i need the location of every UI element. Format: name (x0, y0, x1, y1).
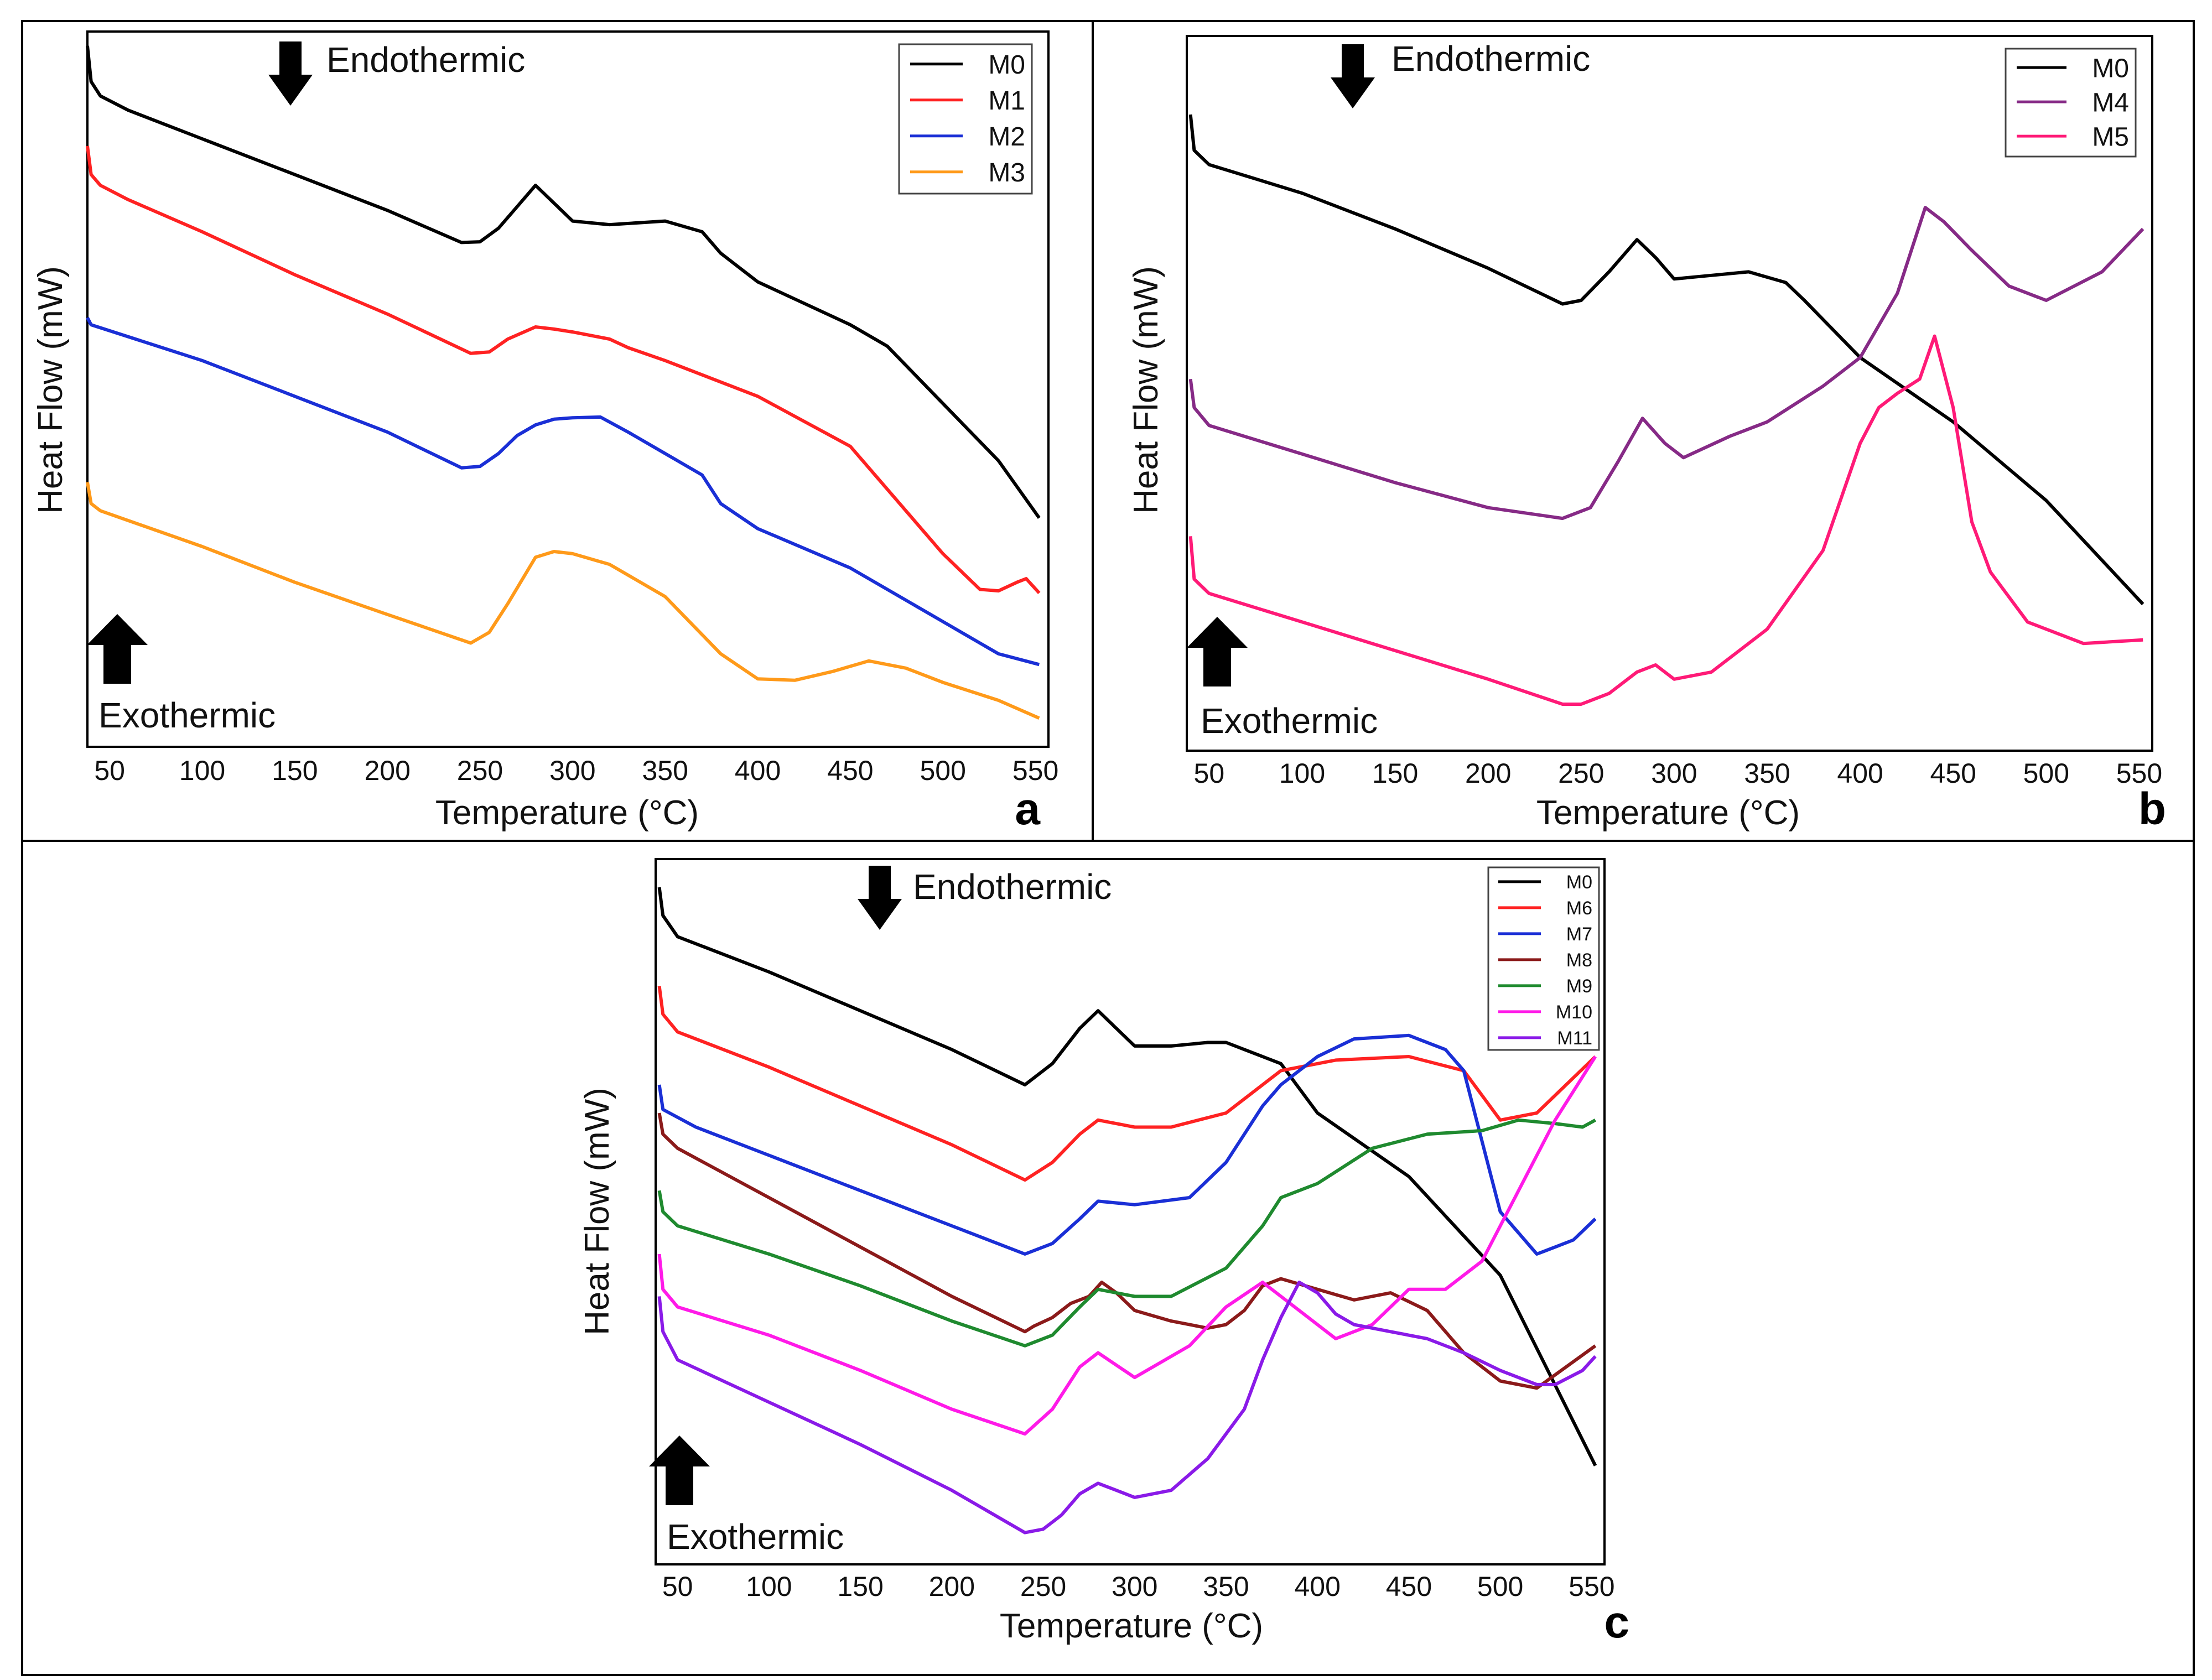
exothermic-arrow-icon (1187, 617, 1248, 686)
legend-entry-m1: M1 (988, 86, 1025, 116)
endothermic-label-a: Endothermic (326, 40, 525, 80)
x-tick-label-c: 350 (1203, 1571, 1249, 1602)
x-tick-label-b: 50 (1194, 758, 1225, 789)
x-tick-label-b: 200 (1465, 758, 1511, 789)
legend-entry-m0: M0 (988, 50, 1025, 80)
x-tick-label-a: 50 (94, 755, 125, 786)
x-tick-label-b: 550 (2116, 758, 2162, 789)
outer-border (21, 20, 2195, 1676)
legend-entry-m10: M10 (1556, 1002, 1592, 1023)
x-axis-label-a: Temperature (°C) (435, 794, 699, 832)
panel-letter-c: c (1604, 1597, 1629, 1647)
exothermic-label-c: Exothermic (667, 1517, 844, 1557)
legend-entry-m8: M8 (1566, 950, 1592, 971)
x-tick-label-b: 100 (1279, 758, 1325, 789)
x-tick-label-a: 400 (735, 755, 781, 786)
legend-entry-m6: M6 (1566, 898, 1592, 919)
x-tick-label-c: 550 (1569, 1571, 1614, 1602)
x-tick-label-a: 250 (457, 755, 503, 786)
x-tick-label-c: 400 (1294, 1571, 1340, 1602)
legend-entry-m2: M2 (988, 122, 1025, 152)
legend-entry-m0: M0 (2092, 54, 2129, 83)
panels: 50 100 150 200 250 300 350 400 450 500 550 Temperat… (32, 30, 2166, 1647)
panel-letter-a: a (1015, 784, 1041, 834)
legend-a: M0 M1 M2 M3 (898, 43, 1033, 195)
chart-panel-b: 50 100 150 200 250 300 350 400 450 500 550 Temperat… (1127, 35, 2166, 834)
x-tick-label-a: 550 (1012, 755, 1058, 786)
legend-entry-m7: M7 (1566, 924, 1592, 945)
x-tick-label-b: 300 (1651, 758, 1697, 789)
plot-frame-b (1186, 35, 2153, 752)
x-tick-label-c: 500 (1477, 1571, 1523, 1602)
x-axis-label-b: Temperature (°C) (1536, 794, 1800, 832)
series-line-c-m8 (657, 1112, 1597, 1390)
series-line-a-m0 (86, 45, 1041, 519)
x-tick-label-a: 450 (827, 755, 873, 786)
x-tick-label-a: 100 (179, 755, 225, 786)
chart-panel-a: 50 100 150 200 250 300 350 400 450 500 550 Temperat… (32, 30, 1058, 834)
series-line-c-m9 (657, 1118, 1596, 1348)
exothermic-arrow-icon (87, 614, 148, 684)
series-line-c-m11 (657, 1281, 1597, 1535)
endothermic-arrow-icon (268, 41, 313, 106)
x-tick-label-b: 250 (1558, 758, 1604, 789)
x-tick-label-a: 300 (549, 755, 595, 786)
x-tick-label-c: 100 (746, 1571, 792, 1602)
x-tick-label-b: 150 (1372, 758, 1418, 789)
panel-letter-b: b (2138, 784, 2166, 834)
legend-entry-m0: M0 (1566, 872, 1592, 893)
chart-panel-c: 50 100 150 200 250 300 350 400 450 500 550 Temperat… (578, 858, 1629, 1647)
series-line-b-m5 (1188, 334, 2143, 706)
x-tick-label-b: 450 (1930, 758, 1976, 789)
series-line-a-m3 (86, 482, 1040, 720)
exothermic-arrow-icon (649, 1435, 710, 1505)
y-axis-label-b: Heat Flow (mW) (1127, 266, 1165, 514)
x-tick-label-a: 150 (272, 755, 318, 786)
series-line-b-m4 (1188, 206, 2145, 521)
x-tick-label-c: 300 (1112, 1571, 1157, 1602)
legend-entry-m3: M3 (988, 158, 1025, 188)
x-tick-label-a: 200 (364, 755, 410, 786)
series-line-b-m0 (1188, 114, 2145, 606)
legend-entry-m9: M9 (1566, 976, 1592, 997)
endothermic-label-c: Endothermic (913, 867, 1112, 907)
x-tick-label-c: 450 (1386, 1571, 1432, 1602)
y-axis-label-a: Heat Flow (mW) (32, 266, 70, 514)
legend-c: M0 M6 M7 M8 M9 M10 M11 (1487, 866, 1600, 1051)
series-line-c-m7 (657, 1033, 1597, 1256)
legend-entry-m4: M4 (2092, 88, 2129, 117)
plot-frame-c (655, 858, 1606, 1565)
endothermic-arrow-icon (1331, 44, 1375, 108)
x-tick-label-b: 500 (2023, 758, 2069, 789)
y-axis-label-c: Heat Flow (mW) (578, 1088, 616, 1335)
legend-box (898, 43, 1033, 195)
x-tick-label-b: 350 (1744, 758, 1790, 789)
x-tick-label-c: 250 (1020, 1571, 1066, 1602)
legend-entry-m11: M11 (1557, 1028, 1592, 1049)
x-tick-label-b: 400 (1837, 758, 1883, 789)
series-line-a-m2 (86, 316, 1040, 667)
endothermic-label-b: Endothermic (1391, 39, 1590, 79)
plot-frame-a (86, 30, 1050, 748)
x-tick-label-a: 350 (642, 755, 688, 786)
x-tick-label-a: 500 (920, 755, 966, 786)
x-tick-label-c: 200 (929, 1571, 975, 1602)
x-tick-label-c: 50 (662, 1571, 693, 1602)
x-axis-label-c: Temperature (°C) (1000, 1607, 1263, 1645)
series-line-c-m6 (657, 986, 1597, 1182)
exothermic-label-a: Exothermic (98, 695, 276, 735)
legend-b: M0 M4 M5 (2005, 48, 2137, 158)
legend-entry-m5: M5 (2092, 122, 2129, 152)
exothermic-label-b: Exothermic (1201, 701, 1378, 741)
series-line-c-m0 (657, 887, 1597, 1466)
endothermic-arrow-icon (858, 866, 902, 930)
x-tick-label-c: 150 (837, 1571, 883, 1602)
series-line-a-m1 (86, 145, 1041, 595)
table-frame (21, 20, 2195, 1676)
series-line-c-m10 (657, 1055, 1597, 1436)
